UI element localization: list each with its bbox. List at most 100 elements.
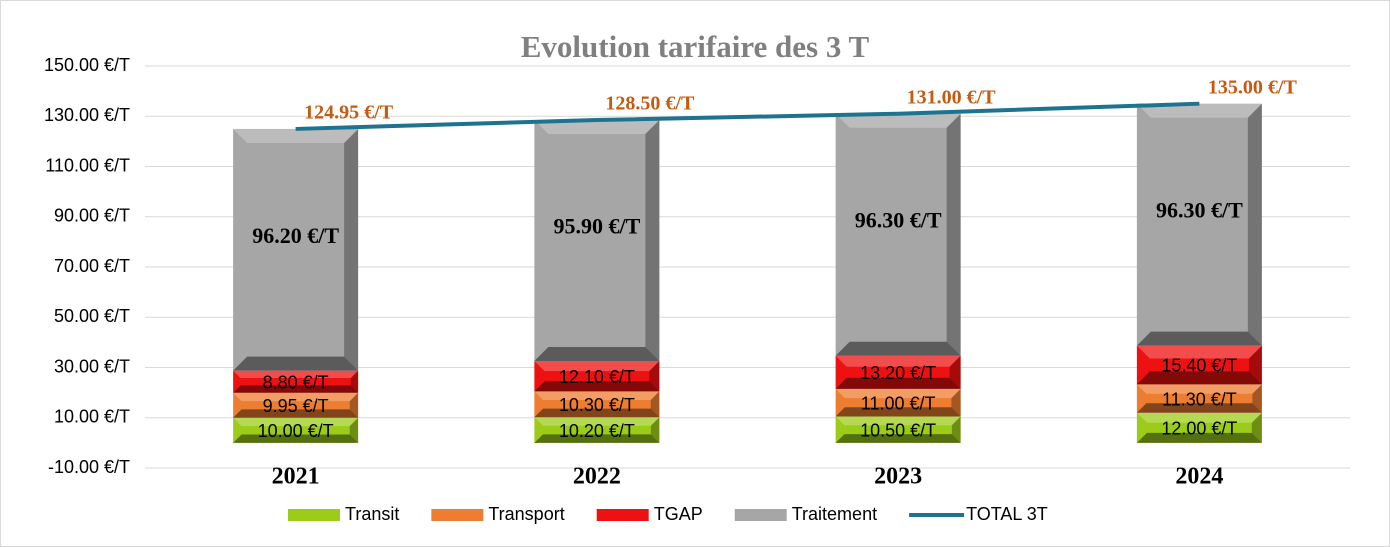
bar-bevel (534, 391, 660, 400)
bar-bevel (1136, 103, 1262, 118)
y-tick-label: 70.00 €/T (54, 256, 130, 276)
x-tick-label: 2024 (1175, 464, 1223, 490)
bar-bevel (534, 346, 660, 361)
legend-label: TGAP (654, 504, 703, 524)
x-tick-label: 2022 (573, 464, 621, 490)
bar-segment (835, 416, 961, 443)
bar-bevel (534, 417, 660, 426)
bar-segment (233, 370, 359, 393)
y-tick-label: 90.00 €/T (54, 206, 130, 226)
y-tick-label: 150.00 €/T (44, 55, 130, 75)
y-tick-label: -10.00 €/T (48, 457, 130, 477)
data-label: 11.00 €/T (861, 393, 936, 413)
data-label: 12.00 €/T (1161, 419, 1237, 439)
bar-bevel (946, 113, 961, 356)
data-label: 10.00 €/T (258, 421, 334, 441)
bar-bevel (835, 355, 961, 367)
bar-segment (534, 360, 660, 392)
bar-bevel (233, 409, 359, 418)
legend-label: Traitement (792, 504, 877, 524)
data-label: 96.30 €/T (1156, 198, 1243, 223)
bar-bevel (349, 392, 359, 418)
y-tick-label: 110.00 €/T (45, 155, 130, 175)
bar-bevel (1136, 412, 1262, 423)
legend-label: TOTAL 3T (966, 504, 1048, 524)
data-label: 8.80 €/T (263, 372, 329, 392)
data-label: 10.50 €/T (860, 420, 936, 440)
bar-bevel (835, 388, 961, 399)
y-tick-label: 50.00 €/T (54, 306, 130, 326)
bar-bevel (1247, 103, 1262, 346)
data-label: 13.20 €/T (860, 363, 936, 383)
chart-title: Evolution tarifaire des 3 T (521, 29, 870, 64)
bar-bevel (1251, 412, 1262, 443)
bar-bevel (951, 388, 961, 417)
bar-bevel (835, 113, 961, 128)
bar-bevel (233, 385, 359, 393)
bar-segment (1136, 412, 1262, 443)
line-label: 124.95 €/T (304, 102, 394, 124)
bar-segment (835, 355, 961, 389)
bar-bevel (233, 417, 359, 427)
bar-segment (233, 417, 359, 443)
data-label: 10.30 €/T (559, 395, 635, 415)
bar-segment (534, 120, 660, 361)
bar-bevel (534, 434, 660, 443)
data-label: 96.30 €/T (855, 208, 942, 233)
line-label: 128.50 €/T (605, 93, 695, 115)
bar-segment (534, 417, 660, 443)
bar-segment (233, 392, 359, 418)
data-label: 9.95 €/T (263, 396, 329, 416)
data-label: 12.10 €/T (559, 367, 635, 387)
bar-bevel (350, 370, 359, 393)
bar-bevel (233, 392, 359, 402)
x-tick-label: 2023 (874, 464, 922, 490)
bar-segment (1136, 384, 1262, 413)
bar-bevel (534, 381, 660, 392)
legend-label: Transit (345, 504, 399, 524)
legend-label: Transport (488, 504, 564, 524)
bar-bevel (233, 128, 359, 143)
data-label: 15.40 €/T (1161, 356, 1237, 376)
total-line (295, 101, 1200, 131)
bar-bevel (1136, 403, 1262, 413)
legend-swatch (596, 509, 649, 521)
bar-segment (233, 128, 359, 371)
bar-bevel (233, 356, 359, 371)
bar-bevel (1136, 384, 1262, 394)
bar-bevel (835, 377, 961, 389)
x-tick-label: 2021 (272, 464, 320, 490)
bar-bevel (650, 417, 660, 443)
line-label: 135.00 €/T (1208, 76, 1298, 98)
bar-bevel (1136, 331, 1262, 346)
bar-bevel (645, 120, 660, 361)
bar-segment (534, 391, 660, 418)
bar-bevel (650, 391, 660, 418)
bar-bevel (1136, 432, 1262, 443)
data-label: 10.20 €/T (559, 421, 635, 441)
bar-bevel (951, 416, 961, 443)
y-tick-label: 30.00 €/T (54, 356, 130, 376)
bar-bevel (649, 360, 660, 392)
bar-bevel (1136, 345, 1262, 359)
legend-swatch (431, 509, 484, 521)
data-label: 11.30 €/T (1162, 389, 1237, 409)
bar-bevel (534, 120, 660, 135)
bar-bevel (949, 355, 961, 389)
bar-bevel (1248, 345, 1262, 385)
bar-bevel (1252, 384, 1262, 413)
bar-bevel (233, 370, 359, 379)
bar-bevel (534, 408, 660, 418)
bar-segment (1136, 103, 1262, 346)
legend-swatch (288, 509, 340, 521)
bar-segment (835, 113, 961, 356)
y-tick-label: 10.00 €/T (54, 407, 130, 427)
bar-bevel (1136, 371, 1262, 385)
bar-segment (1136, 345, 1262, 385)
legend-swatch (734, 509, 787, 521)
bar-bevel (349, 417, 359, 443)
data-label: 95.90 €/T (553, 213, 640, 238)
bar-bevel (344, 128, 359, 371)
bar-bevel (534, 360, 660, 372)
